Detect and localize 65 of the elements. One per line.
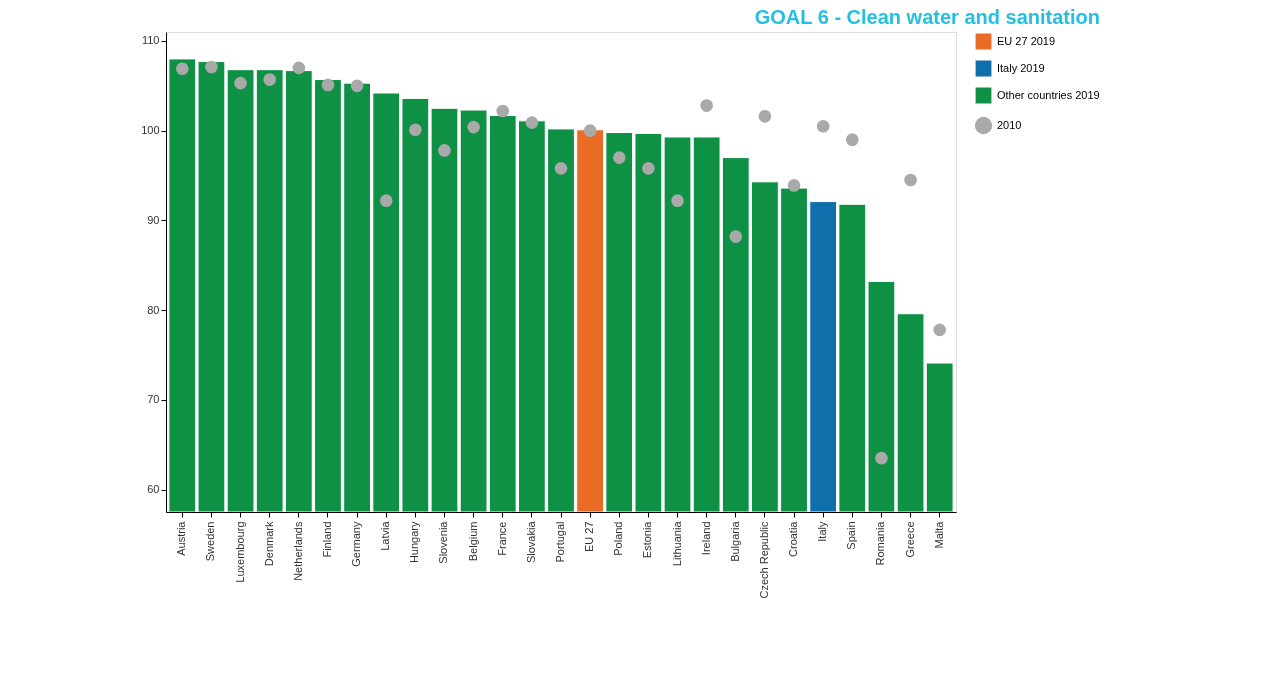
point xyxy=(845,133,859,146)
point xyxy=(671,194,684,207)
x-tick-label: France xyxy=(495,521,508,556)
x-tick-label: Denmark xyxy=(262,521,275,567)
point xyxy=(758,110,772,123)
x-tick-label: Belgium xyxy=(466,521,479,562)
legend-label: EU 27 2019 xyxy=(997,34,1056,47)
x-tick-label: Portugal xyxy=(554,521,566,563)
x-tick-label: Germany xyxy=(350,521,363,567)
x-tick-label: Croatia xyxy=(787,520,800,557)
point xyxy=(583,124,597,137)
x-tick-label: Hungary xyxy=(408,521,421,564)
point xyxy=(263,73,277,86)
x-tick-label: Luxembourg xyxy=(233,521,246,583)
y-tick-label: 60 xyxy=(147,483,160,496)
point xyxy=(729,230,743,243)
point xyxy=(612,151,626,164)
point xyxy=(321,78,335,92)
x-tick-label: Greece xyxy=(903,521,916,558)
y-tick-label: 100 xyxy=(141,124,160,137)
point xyxy=(525,116,539,129)
x-tick-label: EU 27 xyxy=(583,521,596,553)
point xyxy=(787,179,801,192)
x-tick-label: Bulgaria xyxy=(728,520,741,562)
x-tick-label: Poland xyxy=(612,521,625,556)
x-tick-label: Sweden xyxy=(204,521,217,562)
x-tick-label: Italy xyxy=(816,521,829,542)
x-tick-label: Romania xyxy=(874,520,887,566)
point xyxy=(700,99,713,112)
point xyxy=(467,120,480,134)
y-tick-label: 90 xyxy=(147,213,160,226)
point xyxy=(350,79,364,93)
x-tick-label: Czech Republic xyxy=(757,521,770,599)
x-tick-label: Austria xyxy=(175,520,188,556)
legend-label: Italy 2019 xyxy=(997,61,1045,74)
point xyxy=(642,162,655,175)
point xyxy=(816,119,830,133)
x-tick-label: Malta xyxy=(932,520,945,549)
point xyxy=(205,60,218,74)
y-tick-label: 110 xyxy=(141,34,160,47)
point xyxy=(409,123,422,137)
x-tick-label: Slovenia xyxy=(437,520,450,564)
x-tick-label: Finland xyxy=(320,521,333,558)
point xyxy=(554,162,568,175)
x-tick-label: Latvia xyxy=(379,520,392,551)
point xyxy=(438,144,451,157)
x-tick-label: Netherlands xyxy=(291,521,304,581)
point xyxy=(292,61,306,75)
chart-title: GOAL 6 - Clean water and sanitation xyxy=(754,6,1100,28)
point xyxy=(933,323,947,337)
x-tick-label: Slovakia xyxy=(524,520,537,564)
legend-label: Other countries 2019 xyxy=(997,88,1100,101)
point xyxy=(904,173,917,187)
x-tick-label: Lithuania xyxy=(670,520,683,567)
x-tick-label: Spain xyxy=(845,521,858,550)
point xyxy=(234,76,247,90)
legend-label: 2010 xyxy=(997,118,1022,131)
x-tick-label: Ireland xyxy=(699,521,712,556)
point xyxy=(175,62,189,76)
point xyxy=(875,451,888,465)
y-tick-label: 80 xyxy=(147,303,160,316)
point xyxy=(379,194,393,207)
point xyxy=(496,104,510,118)
x-tick-label: Estonia xyxy=(641,520,654,559)
y-tick-label: 70 xyxy=(147,393,160,406)
